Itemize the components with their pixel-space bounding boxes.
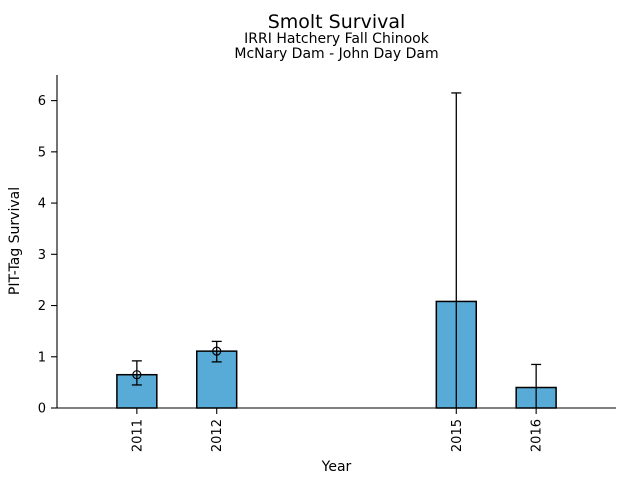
y-tick-label-1: 1 [38,350,46,365]
x-tick-label-2015: 2015 [450,419,465,452]
x-axis-label: Year [321,459,352,475]
chart-subtitle-line1: IRRI Hatchery Fall Chinook [244,31,429,47]
x-tick-label-2011: 2011 [130,419,145,452]
y-tick-label-0: 0 [38,402,46,417]
chart-subtitle-line2: McNary Dam - John Day Dam [234,46,439,62]
point-marker-2011 [132,370,142,380]
point-marker-2012 [212,346,222,356]
y-tick-label-5: 5 [38,145,46,160]
chart-title: Smolt Survival [267,11,406,33]
x-tick-label-2012: 2012 [210,419,225,452]
y-tick-label-6: 6 [38,94,46,109]
y-axis-label: PIT-Tag Survival [7,186,23,296]
y-tick-label-2: 2 [38,299,46,314]
y-tick-label-3: 3 [38,248,46,263]
y-tick-label-4: 4 [38,197,46,212]
x-tick-label-2016: 2016 [530,419,545,452]
